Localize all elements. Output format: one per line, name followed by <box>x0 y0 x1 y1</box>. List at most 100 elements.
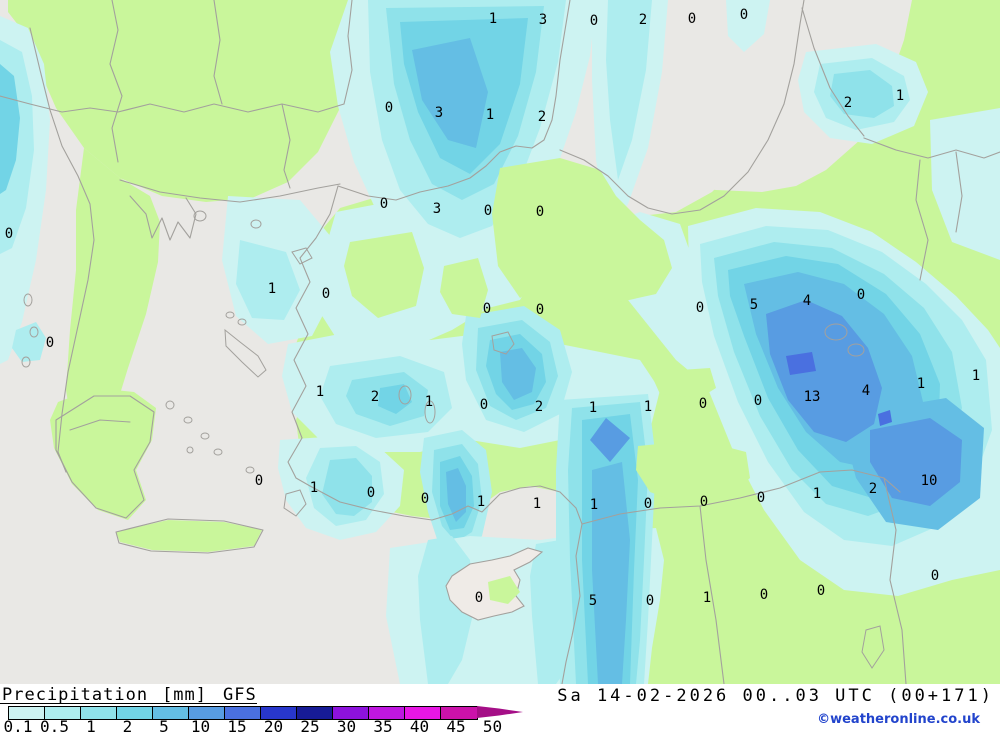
precip-value-label: 5 <box>589 593 597 609</box>
legend-segment <box>333 707 369 719</box>
precip-value-label: 1 <box>972 368 980 384</box>
precip-value-label: 0 <box>757 490 765 506</box>
legend-segment <box>81 707 117 719</box>
precip-value-label: 2 <box>535 399 543 415</box>
precip-value-label: 0 <box>760 587 768 603</box>
legend-arrow-icon <box>477 706 523 718</box>
legend-segment <box>441 707 477 719</box>
precip-value-label: 0 <box>857 287 865 303</box>
precip-value-label: 1 <box>310 480 318 496</box>
precip-value-label: 3 <box>433 201 441 217</box>
precip-value-label: 1 <box>644 399 652 415</box>
legend-model: GFS <box>223 685 257 705</box>
precip-value-label: 10 <box>921 473 938 489</box>
precip-value-label: 2 <box>869 481 877 497</box>
legend-tick-label: 2 <box>122 717 133 733</box>
precip-value-label: 0 <box>700 494 708 510</box>
precip-value-label: 0 <box>475 590 483 606</box>
dry-land-patches <box>344 158 750 504</box>
precip-value-label: 1 <box>589 400 597 416</box>
legend-tick-label: 0.5 <box>40 717 69 733</box>
legend-segment <box>261 707 297 719</box>
precip-value-label: 0 <box>322 286 330 302</box>
precip-value-label: 0 <box>644 496 652 512</box>
precip-value-label: 0 <box>740 7 748 23</box>
legend-segment <box>189 707 225 719</box>
precip-value-label: 0 <box>817 583 825 599</box>
legend-segment <box>405 707 441 719</box>
precip-value-label: 0 <box>696 300 704 316</box>
copyright-text: ©weatheronline.co.uk <box>817 712 980 727</box>
precip-value-label: 0 <box>5 226 13 242</box>
precip-value-label: 0 <box>385 100 393 116</box>
precip-value-label: 1 <box>533 496 541 512</box>
legend-tick-label: 50 <box>482 717 503 733</box>
legend-title-text: Precipitation <box>2 685 149 705</box>
legend-tick-label: 25 <box>300 717 320 733</box>
legend-segment <box>117 707 153 719</box>
forecast-datetime: Sa 14-02-2026 00..03 UTC (00+171) <box>557 686 994 706</box>
legend-tick-label: 10 <box>190 717 211 733</box>
precip-value-label: 0 <box>421 491 429 507</box>
precip-value-label: 1 <box>703 590 711 606</box>
precip-value-label: 4 <box>803 293 811 309</box>
legend-tick-label: 30 <box>336 717 357 733</box>
islands-lakes <box>21 210 885 669</box>
precip-value-label: 2 <box>538 109 546 125</box>
precip-value-label: 1 <box>316 384 324 400</box>
precip-value-label: 0 <box>590 13 598 29</box>
precip-value-label: 0 <box>255 473 263 489</box>
precip-value-label: 2 <box>371 389 379 405</box>
precip-value-label: 2 <box>844 95 852 111</box>
legend-segment <box>297 707 333 719</box>
precip-value-label: 0 <box>699 396 707 412</box>
precip-value-label: 1 <box>590 497 598 513</box>
precip-value-label: 0 <box>380 196 388 212</box>
precip-value-label: 1 <box>268 281 276 297</box>
legend-segment <box>369 707 405 719</box>
legend-segment <box>45 707 81 719</box>
precip-value-label: 1 <box>489 11 497 27</box>
legend-tick-label: 5 <box>159 717 169 733</box>
legend-colorbar <box>8 706 478 720</box>
precip-value-label: 3 <box>539 12 547 28</box>
precip-value-label: 2 <box>639 12 647 28</box>
legend-ticks: 0.1 0.5 1 2 5 10 15 20 25 30 35 40 45 50 <box>0 717 540 733</box>
precip-value-label: 0 <box>536 204 544 220</box>
title-underline <box>0 703 257 704</box>
legend-tick-label: 40 <box>409 717 430 733</box>
precip-value-label: 1 <box>486 107 494 123</box>
precip-value-label: 0 <box>646 593 654 609</box>
legend-tick-label: 20 <box>263 717 284 733</box>
precip-value-label: 0 <box>480 397 488 413</box>
legend-tick-label: 15 <box>227 717 247 733</box>
legend-segment <box>153 707 189 719</box>
precip-value-label: 1 <box>896 88 904 104</box>
legend-segment <box>9 707 45 719</box>
precip-value-label: 1 <box>813 486 821 502</box>
precip-value-label: 0 <box>688 11 696 27</box>
precip-value-label: 4 <box>862 383 870 399</box>
cyprus <box>445 547 544 621</box>
legend-footer: Precipitation [mm] GFS 0.1 0.5 1 2 5 10 15 20 25 30… <box>0 684 1000 733</box>
precip-value-label: 0 <box>536 302 544 318</box>
precip-value-label: 0 <box>367 485 375 501</box>
legend-unit: [mm] <box>162 685 208 705</box>
coastline-borders <box>0 0 1000 684</box>
legend-tick-label: 0.1 <box>3 717 33 733</box>
precip-value-label: 0 <box>931 568 939 584</box>
precip-value-label: 0 <box>46 335 54 351</box>
legend-segment <box>225 707 261 719</box>
precip-value-label: 5 <box>750 297 758 313</box>
legend-tick-label: 45 <box>446 717 466 733</box>
legend-title: Precipitation [mm] GFS <box>2 685 257 705</box>
precip-value-label: 1 <box>917 376 925 392</box>
precip-value-label: 13 <box>804 389 821 405</box>
precip-value-label: 0 <box>483 301 491 317</box>
legend-tick-label: 35 <box>373 717 393 733</box>
legend-tick-label: 1 <box>86 717 96 733</box>
precip-value-label: 1 <box>477 494 485 510</box>
